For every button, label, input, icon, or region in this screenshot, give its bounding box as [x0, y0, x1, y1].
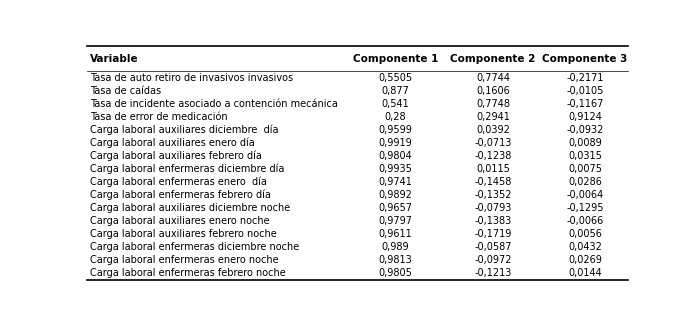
Text: 0,877: 0,877: [382, 86, 410, 96]
Text: 0,0144: 0,0144: [568, 268, 602, 278]
Text: 0,9805: 0,9805: [378, 268, 413, 278]
Text: -0,0587: -0,0587: [474, 242, 512, 252]
Text: 0,0089: 0,0089: [568, 138, 602, 148]
Text: -0,1167: -0,1167: [566, 99, 604, 109]
Text: Componente 2: Componente 2: [450, 54, 535, 64]
Text: Carga laboral auxiliares diciembre  día: Carga laboral auxiliares diciembre día: [90, 125, 279, 135]
Text: -0,2171: -0,2171: [566, 73, 604, 83]
Text: -0,1352: -0,1352: [474, 190, 512, 200]
Text: Carga laboral enfermeras diciembre día: Carga laboral enfermeras diciembre día: [90, 164, 284, 174]
Text: Carga laboral enfermeras enero noche: Carga laboral enfermeras enero noche: [90, 255, 279, 266]
Text: Variable: Variable: [90, 54, 139, 64]
Text: 0,9804: 0,9804: [379, 151, 413, 161]
Text: -0,0066: -0,0066: [566, 216, 604, 226]
Text: 0,7748: 0,7748: [476, 99, 510, 109]
Text: Tasa de error de medicación: Tasa de error de medicación: [90, 112, 228, 122]
Text: Carga laboral auxiliares febrero día: Carga laboral auxiliares febrero día: [90, 151, 262, 161]
Text: -0,0105: -0,0105: [566, 86, 604, 96]
Text: 0,9611: 0,9611: [379, 229, 413, 239]
Text: Componente 1: Componente 1: [353, 54, 438, 64]
Text: 0,0115: 0,0115: [476, 164, 510, 174]
Text: 0,7744: 0,7744: [476, 73, 510, 83]
Text: 0,9797: 0,9797: [378, 216, 413, 226]
Text: -0,1213: -0,1213: [474, 268, 512, 278]
Text: -0,1383: -0,1383: [475, 216, 512, 226]
Text: -0,1295: -0,1295: [566, 203, 604, 213]
Text: 0,989: 0,989: [382, 242, 410, 252]
Text: 0,0432: 0,0432: [568, 242, 602, 252]
Text: -0,0972: -0,0972: [474, 255, 512, 266]
Text: Carga laboral auxiliares febrero noche: Carga laboral auxiliares febrero noche: [90, 229, 276, 239]
Text: 0,9935: 0,9935: [378, 164, 413, 174]
Text: Carga laboral enfermeras febrero noche: Carga laboral enfermeras febrero noche: [90, 268, 285, 278]
Text: Carga laboral enfermeras diciembre noche: Carga laboral enfermeras diciembre noche: [90, 242, 299, 252]
Text: 0,9813: 0,9813: [379, 255, 413, 266]
Text: 0,1606: 0,1606: [476, 86, 510, 96]
Text: -0,0064: -0,0064: [566, 190, 604, 200]
Text: Carga laboral enfermeras enero  día: Carga laboral enfermeras enero día: [90, 177, 267, 187]
Text: -0,1238: -0,1238: [474, 151, 512, 161]
Text: -0,1458: -0,1458: [474, 177, 512, 187]
Text: 0,0315: 0,0315: [568, 151, 602, 161]
Text: 0,0392: 0,0392: [476, 125, 510, 135]
Text: -0,0713: -0,0713: [474, 138, 512, 148]
Text: -0,0793: -0,0793: [474, 203, 512, 213]
Text: Componente 3: Componente 3: [542, 54, 628, 64]
Text: 0,0056: 0,0056: [568, 229, 602, 239]
Text: 0,0075: 0,0075: [568, 164, 602, 174]
Text: -0,0932: -0,0932: [566, 125, 604, 135]
Text: 0,2941: 0,2941: [476, 112, 510, 122]
Text: 0,9892: 0,9892: [378, 190, 413, 200]
Text: 0,9599: 0,9599: [378, 125, 413, 135]
Text: 0,28: 0,28: [385, 112, 406, 122]
Text: 0,0269: 0,0269: [568, 255, 602, 266]
Text: 0,5505: 0,5505: [378, 73, 413, 83]
Text: Carga laboral auxiliares enero día: Carga laboral auxiliares enero día: [90, 138, 255, 148]
Text: 0,9124: 0,9124: [568, 112, 602, 122]
Text: 0,0286: 0,0286: [568, 177, 602, 187]
Text: -0,1719: -0,1719: [474, 229, 512, 239]
Text: 0,9657: 0,9657: [378, 203, 413, 213]
Text: Carga laboral auxiliares enero noche: Carga laboral auxiliares enero noche: [90, 216, 269, 226]
Text: 0,9741: 0,9741: [378, 177, 413, 187]
Text: Carga laboral enfermeras febrero día: Carga laboral enfermeras febrero día: [90, 190, 271, 200]
Text: Tasa de caídas: Tasa de caídas: [90, 86, 161, 96]
Text: 0,9919: 0,9919: [379, 138, 413, 148]
Text: 0,541: 0,541: [382, 99, 410, 109]
Text: Tasa de auto retiro de invasivos invasivos: Tasa de auto retiro de invasivos invasiv…: [90, 73, 293, 83]
Text: Carga laboral auxiliares diciembre noche: Carga laboral auxiliares diciembre noche: [90, 203, 290, 213]
Text: Tasa de incidente asociado a contención mecánica: Tasa de incidente asociado a contención …: [90, 99, 338, 109]
